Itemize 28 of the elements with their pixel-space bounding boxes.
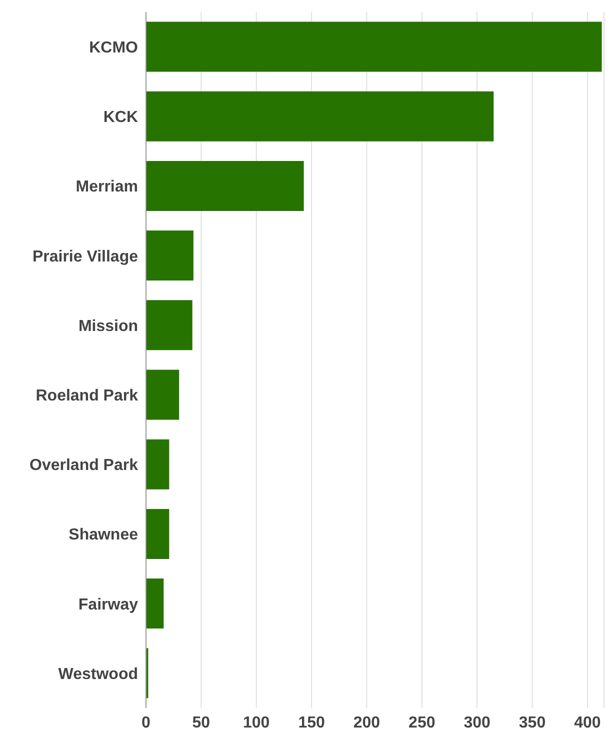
y-tick-label: KCMO (89, 39, 138, 56)
bar (146, 22, 602, 72)
y-tick-label: Shawnee (68, 526, 138, 544)
bar (146, 439, 170, 490)
x-tick-label: 350 (518, 714, 546, 732)
x-tick-label: 0 (142, 714, 151, 732)
x-tick-label: 100 (243, 714, 270, 732)
bar (146, 160, 304, 211)
bar (146, 578, 164, 629)
bar (146, 508, 170, 559)
y-tick-label: Westwood (58, 666, 138, 683)
y-tick-label: Fairway (78, 596, 138, 614)
x-tick-label: 250 (408, 714, 436, 732)
bar (146, 300, 192, 350)
x-tick-label: 400 (574, 714, 601, 732)
y-tick-label: Mission (78, 318, 138, 335)
x-tick-label: 150 (298, 714, 325, 732)
x-tick-label: 300 (464, 714, 491, 732)
y-tick-label: KCK (103, 109, 138, 126)
y-tick-label: Prairie Village (32, 248, 138, 266)
bar (146, 91, 494, 142)
y-tick-label: Merriam (76, 178, 138, 196)
y-tick-label: Overland Park (30, 457, 138, 474)
x-tick-label: 50 (192, 714, 210, 732)
x-tick-label: 200 (353, 714, 380, 732)
bar (146, 370, 180, 420)
y-tick-label: Roeland Park (36, 387, 138, 404)
bar (146, 230, 194, 281)
